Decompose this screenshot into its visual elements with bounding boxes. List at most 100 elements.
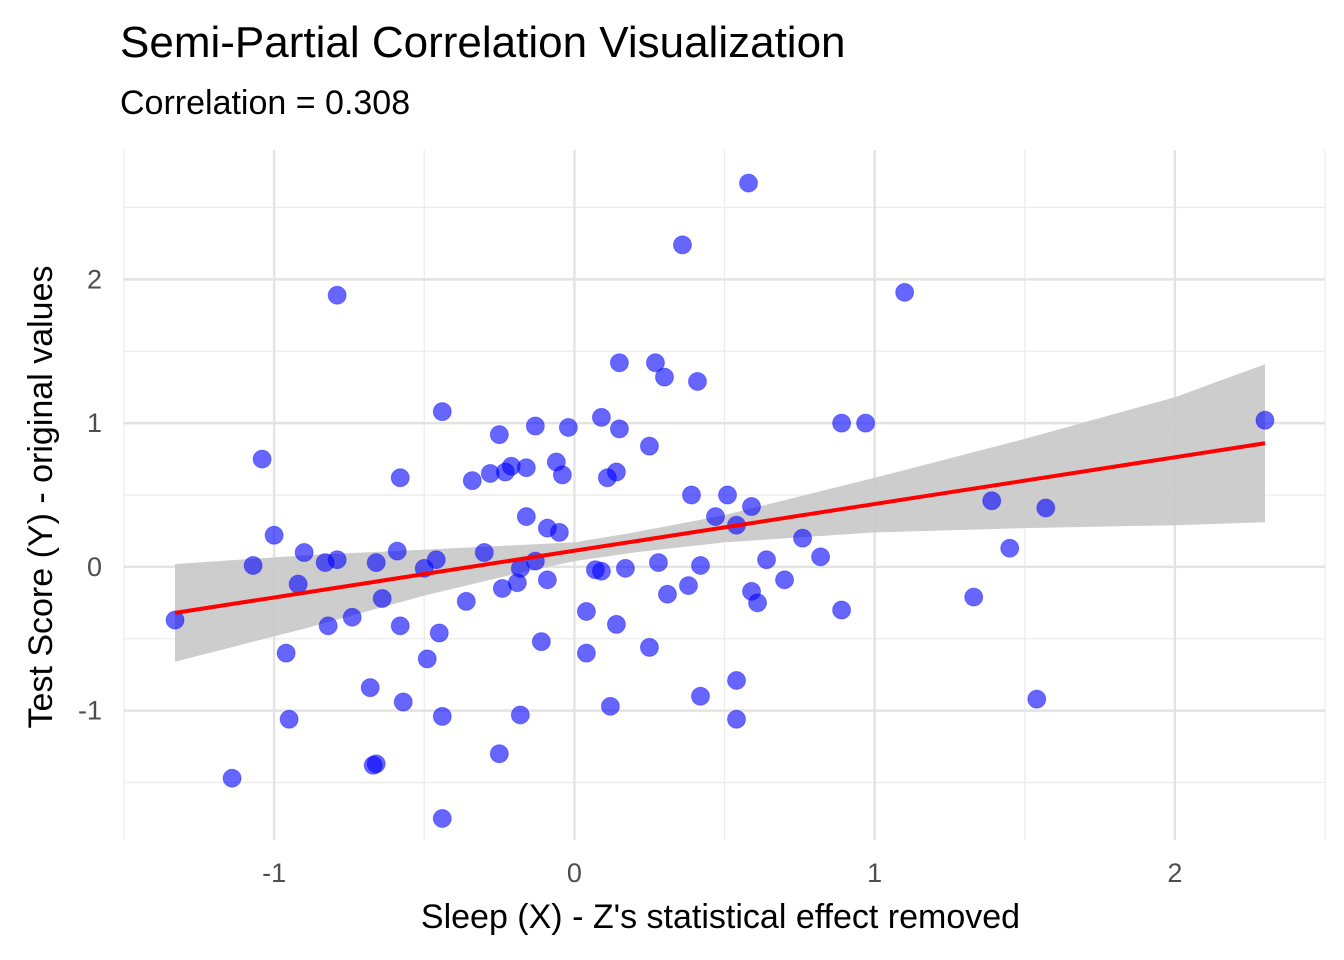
data-point [609,419,629,439]
data-point [552,465,572,485]
confidence-band-group [175,364,1265,662]
data-point [366,553,386,573]
y-tick-label: -1 [78,696,102,726]
data-point [687,371,707,391]
data-point [558,417,578,437]
data-point [366,754,386,774]
data-point [705,507,725,527]
data-point [432,402,452,422]
data-point [252,449,272,469]
y-axis-label: Test Score (Y) - original values [22,266,60,729]
data-point [609,353,629,373]
data-point [832,413,852,433]
data-point [1027,689,1047,709]
data-point [606,462,626,482]
y-tick-label: 2 [87,264,102,294]
tick-labels: -1 0 1 2 -1 0 1 2 [78,264,1182,888]
data-point [727,670,747,690]
data-point [718,485,738,505]
data-point [964,587,984,607]
fit-line-group [174,441,1266,615]
data-point [639,637,659,657]
data-point [279,709,299,729]
x-axis-label: Sleep (X) - Z's statistical effect remov… [421,898,1020,936]
data-point [360,678,380,698]
data-point [606,614,626,634]
data-point [727,709,747,729]
data-point [1036,498,1056,518]
data-point [276,643,296,663]
data-point [417,649,437,669]
y-tick-label: 0 [87,552,102,582]
data-point [645,353,665,373]
data-point [510,705,530,725]
data-point [600,696,620,716]
data-point [531,632,551,652]
data-point [742,497,762,516]
data-point [657,584,677,604]
data-point [516,458,536,478]
data-point [372,589,392,608]
data-point [895,282,915,302]
x-tick-label: 2 [1167,858,1182,888]
data-point [690,555,710,575]
chart-title: Semi-Partial Correlation Visualization [120,18,846,67]
data-point [678,576,698,596]
data-point [327,550,347,570]
data-point [681,485,701,505]
data-point [982,491,1002,511]
data-point [615,558,635,578]
data-point [387,541,407,561]
data-point [288,574,308,594]
x-tick-label: 1 [867,858,882,888]
data-point [690,686,710,706]
data-point [525,416,545,436]
data-point [318,616,338,636]
data-point [576,601,596,621]
data-point [832,600,852,620]
data-point [639,436,659,456]
data-point [393,692,413,712]
data-point [537,570,557,590]
data-point [1255,410,1275,430]
data-point [811,547,831,567]
data-point [757,550,777,570]
data-point [748,593,768,613]
data-point [793,528,813,548]
data-point [739,173,759,193]
data-point [1000,538,1020,558]
data-point [390,468,410,488]
data-point [426,550,446,570]
data-point [390,616,410,636]
data-point [327,285,347,305]
data-point [489,744,509,764]
data-point [294,543,314,562]
y-tick-label: 1 [87,408,102,438]
data-point [462,471,482,491]
points-group [165,173,1275,828]
data-point [222,768,242,788]
x-tick-label: 0 [567,858,582,888]
data-point [243,555,263,575]
chart-subtitle: Correlation = 0.308 [120,84,411,122]
data-point [576,643,596,663]
data-point [264,525,284,545]
data-point [516,507,536,527]
data-point [342,607,362,627]
data-point [432,706,452,726]
data-point [474,543,494,562]
data-point [654,367,674,387]
data-point [648,553,668,573]
data-point [429,623,449,643]
data-point [775,570,795,590]
confidence-band [175,364,1265,662]
data-point [856,413,876,433]
regression-line [174,441,1266,615]
data-point [672,235,692,255]
data-point [456,591,476,611]
data-point [591,407,611,427]
data-point [549,522,569,542]
data-point [591,561,611,581]
data-point [432,808,452,828]
